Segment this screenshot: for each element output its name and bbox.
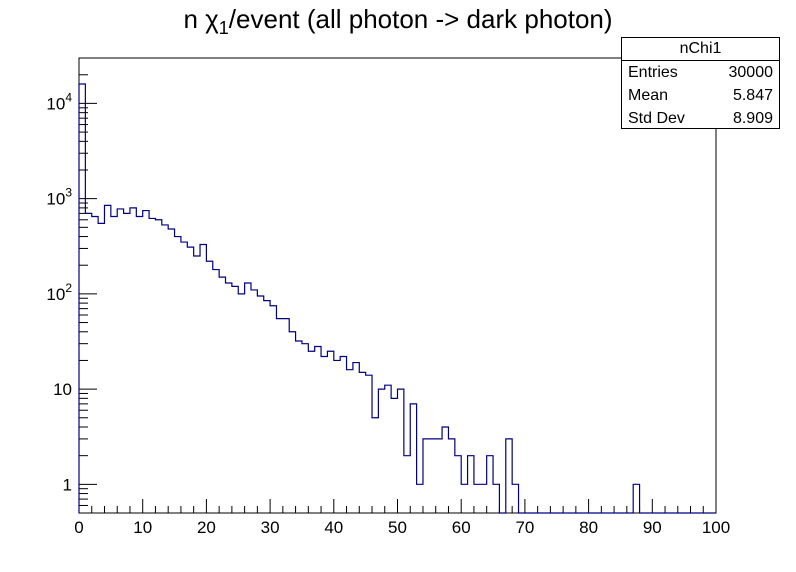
x-tick-label: 0 [74, 518, 83, 537]
stats-label: Entries [628, 64, 678, 81]
y-tick-label: 103 [46, 186, 72, 209]
x-tick-label: 60 [452, 518, 471, 537]
y-tick-label: 10 [53, 380, 72, 399]
stats-value: 8.909 [732, 110, 773, 127]
title-subscript: 1 [218, 18, 229, 38]
x-axis-ticks: 0 10 20 30 40 50 60 70 80 90 100 [74, 499, 730, 537]
x-tick-label: 30 [261, 518, 280, 537]
title-rest: /event (all photon -> dark photon) [228, 4, 613, 34]
x-tick-label: 50 [388, 518, 407, 537]
stats-row-entries: Entries 30000 [622, 61, 779, 84]
x-tick-label: 40 [324, 518, 343, 537]
stats-row-mean: Mean 5.847 [622, 84, 779, 107]
stats-name: nChi1 [622, 38, 779, 61]
y-axis-ticks: 1 10 102 103 104 [46, 57, 97, 514]
chart-title: n χ1/event (all photon -> dark photon) [0, 4, 796, 39]
x-tick-label: 80 [579, 518, 598, 537]
x-tick-label: 90 [643, 518, 662, 537]
y-tick-label: 102 [46, 281, 72, 304]
title-main: n χ [183, 4, 219, 34]
stats-row-stddev: Std Dev 8.909 [622, 107, 779, 130]
stats-box: nChi1 Entries 30000 Mean 5.847 Std Dev 8… [621, 37, 780, 129]
x-tick-label: 10 [133, 518, 152, 537]
y-tick-label: 1 [63, 475, 72, 494]
stats-label: Std Dev [628, 110, 685, 127]
x-tick-label: 20 [197, 518, 216, 537]
x-tick-label: 70 [515, 518, 534, 537]
stats-value: 5.847 [732, 87, 773, 104]
histogram-line [78, 83, 716, 514]
stats-value: 30000 [728, 64, 774, 81]
y-tick-label: 104 [46, 90, 72, 113]
stats-label: Mean [628, 87, 669, 104]
x-tick-label: 100 [702, 518, 730, 537]
